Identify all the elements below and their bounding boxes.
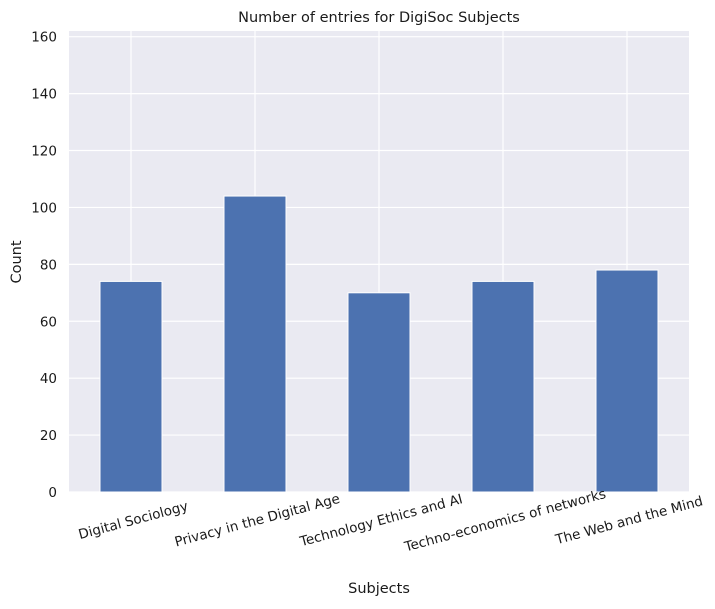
bar	[99, 280, 163, 493]
y-tick-label: 140	[31, 87, 57, 103]
y-tick-labels: 0 20 40 60 80 100 120 140 160	[31, 30, 57, 501]
bar	[223, 195, 287, 493]
y-tick-label: 60	[40, 314, 57, 330]
x-axis-label: Subjects	[348, 581, 410, 597]
bars	[99, 195, 659, 493]
y-tick-label: 40	[40, 371, 57, 387]
y-tick-label: 160	[31, 30, 57, 46]
x-tick-label: Techno-economics of networks	[402, 486, 608, 555]
bar	[471, 280, 535, 493]
bar	[347, 292, 411, 493]
y-axis-label: Count	[9, 240, 25, 283]
y-tick-label: 0	[48, 485, 57, 501]
chart-title: Number of entries for DigiSoc Subjects	[238, 10, 520, 26]
y-tick-label: 100	[31, 200, 57, 216]
y-tick-label: 120	[31, 144, 57, 160]
bar	[595, 269, 659, 493]
y-tick-label: 80	[40, 257, 57, 273]
y-tick-label: 20	[40, 428, 57, 444]
